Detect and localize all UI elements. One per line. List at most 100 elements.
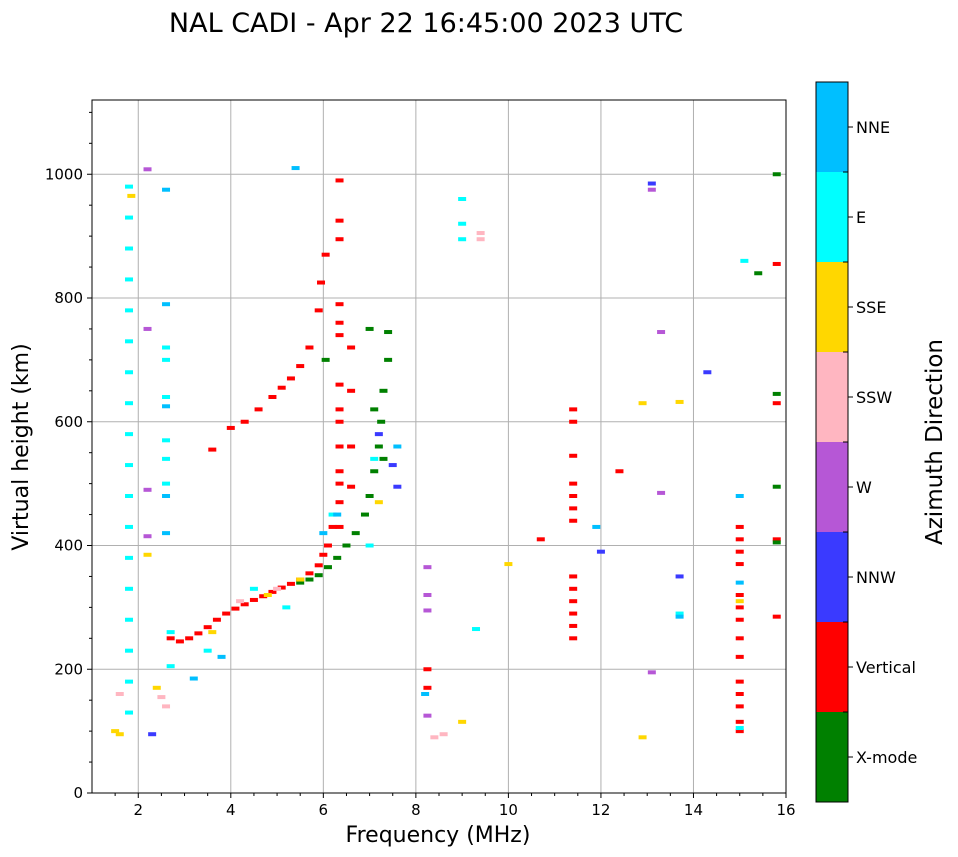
point-nne xyxy=(421,692,430,696)
point-e xyxy=(365,543,374,548)
colorbar-label: X-mode xyxy=(856,748,917,767)
colorbar-label: NNE xyxy=(856,118,890,137)
point-nnw xyxy=(647,181,656,186)
point-nne xyxy=(291,166,300,171)
point-e xyxy=(162,345,171,350)
point-e xyxy=(735,726,744,731)
x-tick-label: 10 xyxy=(499,801,518,819)
x-axis-ticks: 2 4 6 8 10 12 14 16 xyxy=(114,793,796,819)
point-e xyxy=(125,463,134,468)
point-e xyxy=(125,370,134,375)
point-x-mode xyxy=(321,357,330,362)
point-ssw xyxy=(430,735,439,740)
y-tick-label: 800 xyxy=(54,289,83,307)
y-axis-ticks: 0 200 400 600 800 1000 xyxy=(45,111,92,802)
point-ssw xyxy=(273,586,282,591)
colorbar-label: SSW xyxy=(856,388,892,407)
point-vertical xyxy=(231,606,240,611)
point-vertical xyxy=(335,218,344,223)
point-vertical xyxy=(423,667,432,672)
point-nne xyxy=(675,614,684,619)
point-sse xyxy=(675,399,684,404)
point-vertical xyxy=(335,481,344,486)
point-vertical xyxy=(208,447,217,452)
point-vertical xyxy=(254,407,263,412)
point-sse xyxy=(296,577,305,582)
point-w xyxy=(143,326,152,331)
point-sse xyxy=(152,685,161,690)
point-vertical xyxy=(569,518,578,523)
point-vertical xyxy=(335,469,344,474)
point-vertical xyxy=(240,602,249,607)
point-sse xyxy=(143,552,152,557)
point-e xyxy=(370,456,379,461)
point-nne xyxy=(319,531,328,536)
point-e xyxy=(328,512,337,517)
point-vertical xyxy=(569,636,578,641)
point-e xyxy=(675,611,684,616)
colorbar-segment xyxy=(816,172,848,262)
point-vertical xyxy=(569,481,578,486)
point-x-mode xyxy=(333,555,342,560)
point-vertical xyxy=(240,419,249,424)
point-vertical xyxy=(735,679,744,684)
point-nne xyxy=(217,654,226,659)
point-e xyxy=(125,679,134,684)
data-points xyxy=(111,166,781,740)
point-vertical xyxy=(569,506,578,511)
point-x-mode xyxy=(754,271,763,276)
point-vertical xyxy=(259,594,268,599)
point-w xyxy=(423,565,432,570)
point-nne xyxy=(592,524,601,529)
point-e xyxy=(472,627,481,632)
point-e xyxy=(203,648,212,653)
point-x-mode xyxy=(772,484,781,489)
point-nne xyxy=(162,187,171,192)
point-vertical xyxy=(615,469,624,474)
point-vertical xyxy=(335,500,344,505)
point-e xyxy=(458,237,467,242)
point-ssw xyxy=(115,692,124,696)
colorbar-label: Vertical xyxy=(856,658,916,677)
colorbar-segment xyxy=(816,82,848,172)
colorbar-label: SSE xyxy=(856,298,886,317)
point-x-mode xyxy=(384,330,393,335)
colorbar-title: Azimuth Direction xyxy=(922,339,948,545)
point-vertical xyxy=(569,453,578,458)
point-nnw xyxy=(596,549,605,554)
point-vertical xyxy=(735,605,744,610)
y-tick-label: 400 xyxy=(54,537,83,555)
point-x-mode xyxy=(351,531,360,536)
point-w xyxy=(657,330,666,335)
point-vertical xyxy=(305,345,314,350)
point-vertical xyxy=(328,524,337,529)
point-nnw xyxy=(703,370,712,375)
point-vertical xyxy=(569,574,578,579)
point-ssw xyxy=(162,704,171,709)
point-x-mode xyxy=(323,565,332,570)
point-vertical xyxy=(335,444,344,449)
point-vertical xyxy=(335,333,344,338)
point-sse xyxy=(208,630,217,635)
point-ssw xyxy=(236,599,245,604)
point-vertical xyxy=(735,729,744,734)
point-vertical xyxy=(735,524,744,529)
x-axis-label: Frequency (MHz) xyxy=(346,823,531,848)
point-ssw xyxy=(476,237,485,242)
point-sse xyxy=(638,735,647,740)
point-x-mode xyxy=(374,444,383,449)
point-vertical xyxy=(423,685,432,690)
point-e xyxy=(458,221,467,226)
point-vertical xyxy=(166,636,175,641)
point-w xyxy=(423,593,432,597)
x-tick-label: 14 xyxy=(684,801,703,819)
colorbar-label: W xyxy=(856,478,872,497)
point-e xyxy=(125,710,134,715)
point-ssw xyxy=(157,695,166,700)
point-nne xyxy=(393,444,402,449)
point-sse xyxy=(127,193,136,198)
colorbar-segment xyxy=(816,712,848,802)
point-vertical xyxy=(735,719,744,724)
point-vertical xyxy=(335,320,344,325)
point-x-mode xyxy=(342,543,351,548)
